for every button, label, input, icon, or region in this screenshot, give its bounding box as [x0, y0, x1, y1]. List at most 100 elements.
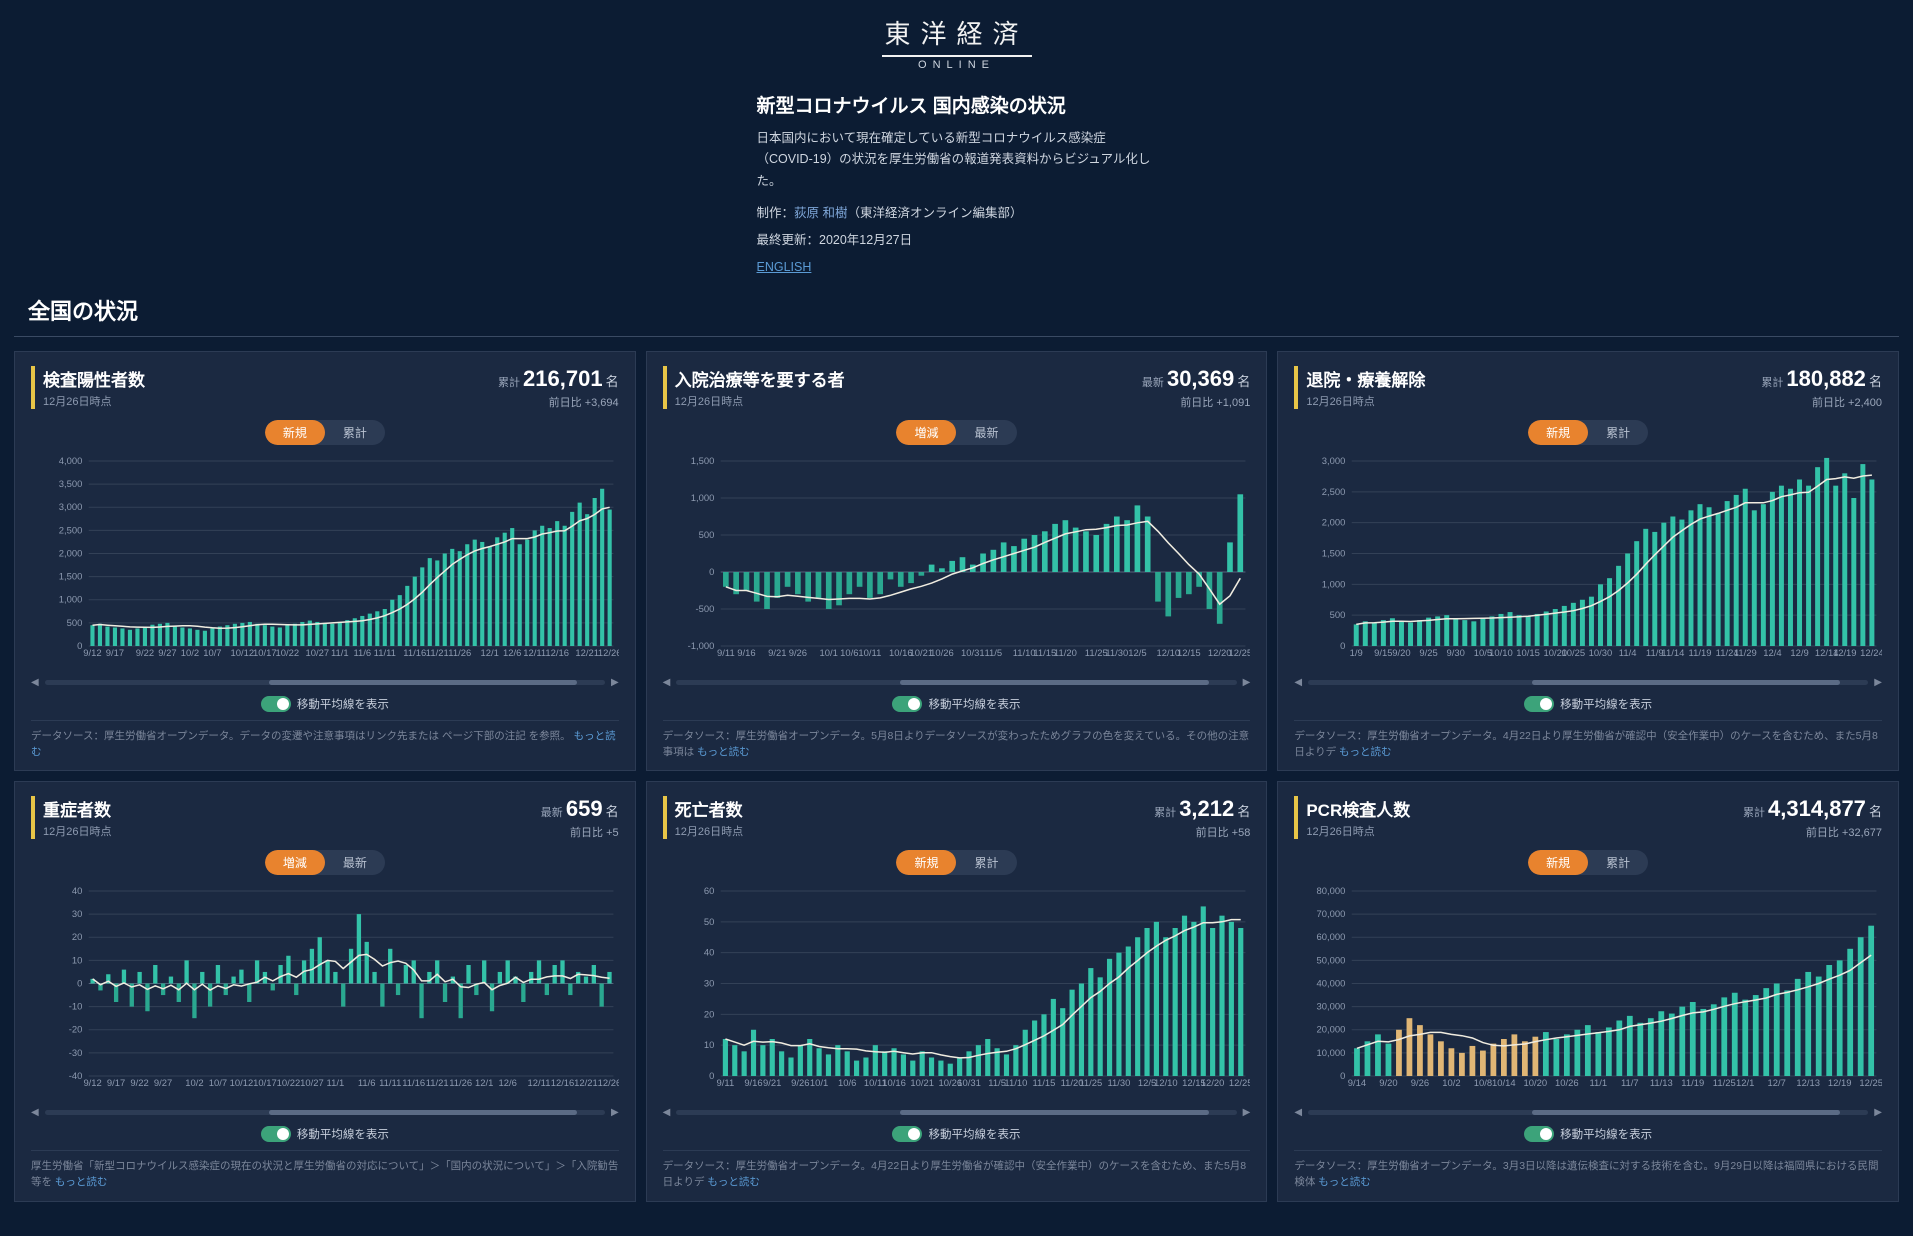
avg-toggle-knob-hospitalized [908, 698, 920, 710]
svg-text:80,000: 80,000 [1317, 886, 1346, 896]
avg-toggle-label-deaths: 移動平均線を表示 [928, 1126, 1020, 1142]
avg-toggle-switch-severe[interactable] [261, 1126, 291, 1142]
scrollbar-track-deaths[interactable] [676, 1110, 1236, 1115]
scroll-left-arrow-discharged[interactable]: ◀ [1294, 677, 1302, 688]
svg-text:12/25: 12/25 [1860, 1078, 1882, 1088]
section-title: 全国の状況 [14, 276, 1899, 337]
svg-text:9/12: 9/12 [83, 648, 101, 658]
author-link[interactable]: 荻原 和樹 [794, 206, 847, 220]
svg-text:11/21: 11/21 [426, 648, 449, 658]
scrollbar-thumb-deaths[interactable] [900, 1110, 1208, 1115]
svg-text:11/7: 11/7 [1621, 1078, 1639, 1088]
avg-toggle-knob-pcr [1540, 1128, 1552, 1140]
avg-toggle-switch-discharged[interactable] [1524, 696, 1554, 712]
card-stat-label: 累計 4,314,877 名 [1743, 796, 1882, 822]
card-footer-link-pcr[interactable]: もっと読む [1318, 1176, 1371, 1188]
scroll-left-arrow-hospitalized[interactable]: ◀ [663, 677, 671, 688]
scroll-right-arrow-hospitalized[interactable]: ▶ [1243, 677, 1251, 688]
toggle-btn-deaths-累計[interactable]: 累計 [956, 850, 1016, 875]
svg-text:11/10: 11/10 [1004, 1078, 1027, 1088]
svg-text:10/12: 10/12 [231, 648, 255, 658]
avg-toggle-knob-deaths [908, 1128, 920, 1140]
card-footer-positive: データソース：厚生労働省オープンデータ。データの変遷や注意事項はリンク先または … [31, 720, 619, 761]
card-footer-link-hospitalized[interactable]: もっと読む [697, 746, 750, 758]
svg-text:11/11: 11/11 [374, 648, 396, 658]
toggle-btn-positive-新規[interactable]: 新規 [265, 420, 325, 445]
scroll-left-arrow-severe[interactable]: ◀ [31, 1107, 39, 1118]
card-hospitalized: 入院治療等を要する者 12月26日時点 最新 30,369 名 前日比 +1,0… [646, 351, 1268, 772]
card-stat-value: 4,314,877 [1768, 796, 1866, 821]
toggle-btn-hospitalized-増減[interactable]: 増減 [896, 420, 956, 445]
toggle-btn-severe-増減[interactable]: 増減 [265, 850, 325, 875]
scrollbar-thumb-positive[interactable] [269, 680, 577, 685]
svg-text:10/6: 10/6 [840, 648, 858, 658]
svg-text:12/4: 12/4 [1764, 648, 1782, 658]
card-title-bar [31, 796, 35, 839]
scroll-right-arrow-deaths[interactable]: ▶ [1243, 1107, 1251, 1118]
svg-text:12/9: 12/9 [1791, 648, 1809, 658]
card-title: PCR検査人数 [1306, 796, 1410, 821]
card-stat: 累計 216,701 名 前日比 +3,694 [498, 366, 619, 410]
svg-text:10/30: 10/30 [1589, 648, 1613, 658]
toggle-btn-deaths-新規[interactable]: 新規 [896, 850, 956, 875]
avg-toggle-switch-positive[interactable] [261, 696, 291, 712]
svg-text:11/15: 11/15 [1032, 1078, 1055, 1088]
svg-text:500: 500 [1330, 610, 1346, 620]
svg-text:12/11: 12/11 [528, 1078, 551, 1088]
card-stat: 最新 30,369 名 前日比 +1,091 [1142, 366, 1250, 410]
scrollbar-track-discharged[interactable] [1308, 680, 1868, 685]
scrollbar-track-hospitalized[interactable] [676, 680, 1236, 685]
scrollbar-thumb-severe[interactable] [269, 1110, 577, 1115]
card-stat-value: 30,369 [1167, 366, 1234, 391]
scrollbar-track-severe[interactable] [45, 1110, 605, 1115]
toggle-group-hospitalized: 増減 最新 [896, 420, 1016, 445]
card-stat-diff: 前日比 +5 [541, 824, 619, 840]
scroll-left-arrow-deaths[interactable]: ◀ [663, 1107, 671, 1118]
card-title-wrap: 重症者数 12月26日時点 [31, 796, 111, 839]
scroll-right-arrow-pcr[interactable]: ▶ [1874, 1107, 1882, 1118]
scroll-left-arrow-positive[interactable]: ◀ [31, 677, 39, 688]
svg-text:10/26: 10/26 [930, 648, 954, 658]
scrollbar-thumb-pcr[interactable] [1532, 1110, 1840, 1115]
toggle-btn-positive-累計[interactable]: 累計 [325, 420, 385, 445]
card-footer-link-severe[interactable]: もっと読む [55, 1176, 108, 1188]
card-title-bar [1294, 366, 1298, 409]
scroll-left-arrow-pcr[interactable]: ◀ [1294, 1107, 1302, 1118]
card-footer-link-discharged[interactable]: もっと読む [1339, 746, 1392, 758]
svg-text:9/14: 9/14 [1348, 1078, 1366, 1088]
scroll-right-arrow-discharged[interactable]: ▶ [1874, 677, 1882, 688]
toggle-btn-discharged-累計[interactable]: 累計 [1588, 420, 1648, 445]
svg-text:10/1: 10/1 [819, 648, 837, 658]
scrollbar-track-pcr[interactable] [1308, 1110, 1868, 1115]
avg-toggle-switch-hospitalized[interactable] [892, 696, 922, 712]
svg-text:9/16: 9/16 [744, 1078, 762, 1088]
toggle-btn-pcr-累計[interactable]: 累計 [1588, 850, 1648, 875]
scroll-right-arrow-positive[interactable]: ▶ [611, 677, 619, 688]
svg-text:12/21: 12/21 [574, 1078, 598, 1088]
chart-discharged: 3,000 2,500 2,000 1,500 1,000 500 0 1/9 9/15 9/20… [1294, 451, 1882, 671]
toggle-btn-hospitalized-最新[interactable]: 最新 [956, 420, 1016, 445]
svg-text:11/29: 11/29 [1734, 648, 1757, 658]
toggle-btn-pcr-新規[interactable]: 新規 [1528, 850, 1588, 875]
card-footer-link-deaths[interactable]: もっと読む [707, 1176, 760, 1188]
toggle-btn-severe-最新[interactable]: 最新 [325, 850, 385, 875]
svg-text:40: 40 [704, 948, 715, 958]
page-root: 東洋経済 ONLINE 新型コロナウイルス 国内感染の状況 日本国内において現在… [0, 0, 1913, 1236]
svg-text:30,000: 30,000 [1317, 1002, 1346, 1012]
english-link[interactable]: ENGLISH [757, 260, 812, 274]
scrollbar-thumb-hospitalized[interactable] [900, 680, 1208, 685]
svg-text:40: 40 [72, 886, 83, 896]
avg-toggle-switch-pcr[interactable] [1524, 1126, 1554, 1142]
avg-toggle-switch-deaths[interactable] [892, 1126, 922, 1142]
scroll-right-arrow-severe[interactable]: ▶ [611, 1107, 619, 1118]
svg-text:0: 0 [77, 641, 82, 651]
scrollbar-thumb-discharged[interactable] [1532, 680, 1840, 685]
svg-text:10/22: 10/22 [277, 1078, 301, 1088]
svg-text:0: 0 [1340, 641, 1345, 651]
svg-text:12/1: 12/1 [1736, 1078, 1754, 1088]
svg-text:11/5: 11/5 [988, 1078, 1006, 1088]
toggle-btn-discharged-新規[interactable]: 新規 [1528, 420, 1588, 445]
scrollbar-track-positive[interactable] [45, 680, 605, 685]
svg-text:12/26: 12/26 [598, 1078, 619, 1088]
svg-text:11/15: 11/15 [1033, 648, 1056, 658]
